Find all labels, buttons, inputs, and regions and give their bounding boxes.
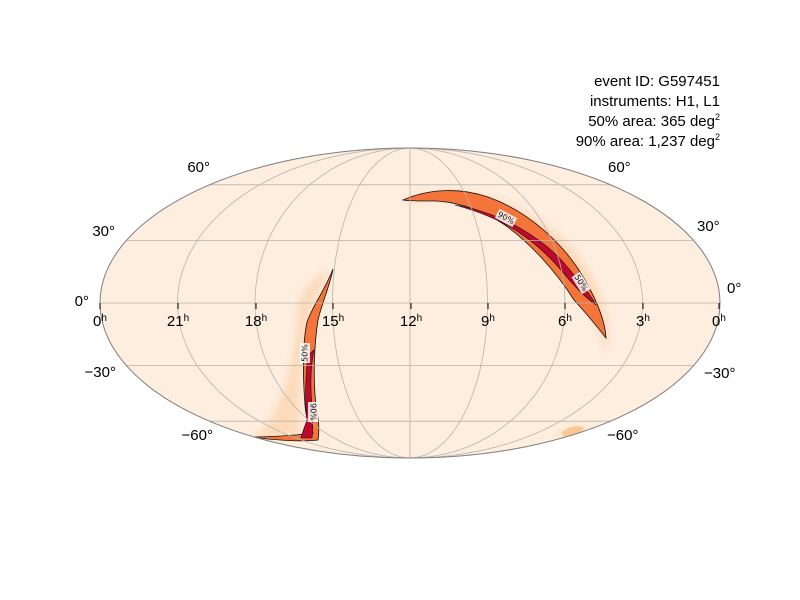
contour-label-90-lower: 90% [309,403,318,421]
ra-label: 3h [636,313,650,330]
dec-label-left: 60° [187,159,210,176]
event-id: event ID: G597451 [594,73,720,90]
contour-label-50-lower: 50% [301,344,310,362]
ra-axis-labels: 0h 21h 18h 15h 12h 9h 6h 3h 0h [93,313,726,330]
instruments: instruments: H1, L1 [589,93,720,110]
dec-label-right: 60° [608,159,631,176]
ra-label: 12h [400,313,422,330]
ra-label: 21h [167,313,189,330]
dec-axis-labels-right: 60° 30° 0° −30° −60° [607,159,741,444]
upper-region-50 [454,204,597,306]
ra-label: 0h [712,313,726,330]
area-90: 90% area: 1,237 deg2 [575,132,720,151]
area-50: 50% area: 365 deg2 [588,112,720,131]
dec-label-left: 0° [75,293,89,310]
dec-label-right: −30° [704,365,735,382]
dec-label-right: 30° [697,218,720,235]
event-info: event ID: G597451 instruments: H1, L1 50… [576,72,720,152]
dec-label-left: −60° [182,427,213,444]
dec-label-left: −30° [85,364,116,381]
ra-label: 15h [322,313,344,330]
dec-axis-labels-left: 60° 30° 0° −30° −60° [75,159,213,444]
ra-tick-marks [99,303,720,309]
ra-label: 0h [93,313,107,330]
dec-label-right: 0° [727,280,741,297]
ra-label: 18h [245,313,267,330]
dec-label-left: 30° [92,223,115,240]
ra-label: 6h [558,313,572,330]
ra-label: 9h [481,313,495,330]
dec-label-right: −60° [607,427,638,444]
contour-labels: 90% 50% 50% 90% [300,208,591,422]
